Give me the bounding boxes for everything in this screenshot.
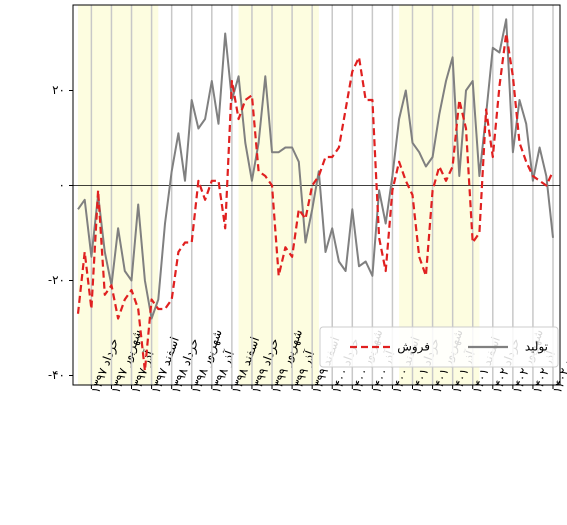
legend-label: تولید [525,340,548,354]
shade-band [238,5,319,385]
legend-box [319,326,559,368]
plot-frame [72,4,561,386]
y-tick-label: ۲۰ [52,83,65,97]
y-tick-label: -۴۰ [48,368,65,382]
legend-label: فروش [397,340,430,354]
series-line [77,18,554,320]
series-line [76,32,554,372]
y-tick-label: ۰ [59,178,65,192]
y-tick-label: -۲۰ [48,273,65,287]
shade-band [78,5,159,385]
